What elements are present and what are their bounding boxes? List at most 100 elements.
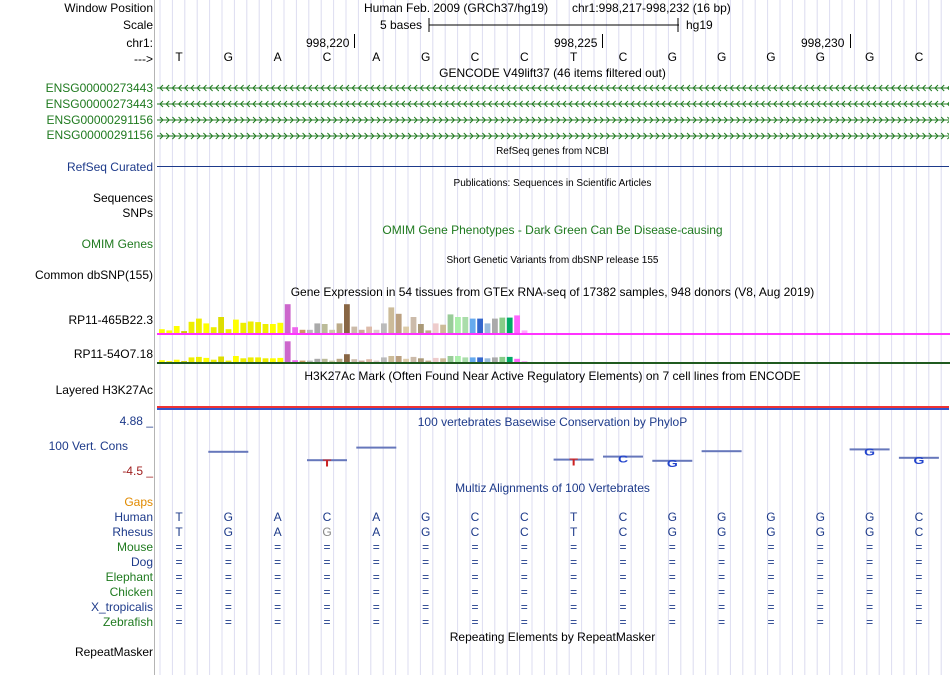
publications-title[interactable]: Publications: Sequences in Scientific Ar… (453, 178, 652, 189)
h3k27ac-label[interactable]: Layered H3K27Ac (55, 383, 153, 397)
phylop-score[interactable] (307, 459, 347, 462)
gtex-bar[interactable] (210, 327, 217, 333)
phylop-title[interactable]: 100 vertebrates Basewise Conservation by… (417, 415, 688, 429)
gtex-bar[interactable] (233, 356, 239, 362)
gtex-bar[interactable] (499, 356, 506, 362)
gtex-bar[interactable] (329, 360, 335, 362)
gtex-bar[interactable] (425, 330, 432, 333)
gtex-bar[interactable] (225, 329, 232, 333)
gtex-bar[interactable] (492, 357, 498, 362)
gtex-bar[interactable] (284, 304, 291, 333)
gtex-bar[interactable] (521, 330, 528, 333)
gtex-bar[interactable] (344, 304, 350, 333)
gtex-bar[interactable] (336, 358, 343, 362)
gtex-bar[interactable] (447, 356, 454, 362)
gencode-item-label[interactable]: ENSG00000273443 (45, 81, 153, 95)
gtex-bar[interactable] (188, 321, 195, 333)
gtex-bar[interactable] (299, 329, 306, 333)
gtex-bar[interactable] (159, 360, 165, 362)
gtex-bar[interactable] (484, 323, 491, 333)
gtex-bar[interactable] (469, 357, 476, 362)
omim-label[interactable]: OMIM Genes (81, 237, 153, 251)
species-label[interactable]: Zebrafish (102, 615, 153, 629)
gtex-bar[interactable] (233, 319, 239, 333)
gtex-bar[interactable] (255, 322, 261, 333)
gtex-bar[interactable] (292, 360, 298, 362)
multiz-title[interactable]: Multiz Alignments of 100 Vertebrates (455, 481, 650, 495)
gtex-bar[interactable] (410, 356, 417, 362)
gtex-bar[interactable] (351, 326, 358, 333)
gtex-bar[interactable] (432, 323, 439, 333)
gtex-bar[interactable] (159, 329, 165, 333)
gencode-gene[interactable] (157, 132, 949, 140)
gencode-title[interactable]: GENCODE V49lift37 (46 items filtered out… (439, 66, 666, 80)
phylop-score[interactable] (849, 448, 890, 451)
refseq-label[interactable]: RefSeq Curated (66, 160, 153, 174)
gtex-bar[interactable] (247, 357, 254, 362)
phylop-score[interactable] (701, 450, 742, 453)
gtex-track[interactable] (155, 298, 950, 370)
phylop-score[interactable] (603, 455, 643, 458)
species-label[interactable]: X_tropicalis (90, 600, 153, 614)
gtex-bar[interactable] (173, 359, 180, 362)
sequences-label[interactable]: Sequences (92, 191, 153, 205)
refseq-title[interactable]: RefSeq genes from NCBI (496, 146, 609, 157)
gtex-bar[interactable] (262, 358, 269, 362)
gtex-bar[interactable] (388, 356, 395, 362)
gencode-item-label[interactable]: ENSG00000291156 (46, 128, 153, 142)
gtex-bar[interactable] (395, 313, 402, 333)
gtex-bar[interactable] (240, 322, 247, 333)
gtex-bar[interactable] (196, 318, 202, 333)
gtex-bar[interactable] (381, 357, 387, 362)
species-label[interactable]: Elephant (105, 570, 153, 584)
gtex-bar[interactable] (366, 326, 372, 333)
gtex-bar[interactable] (203, 357, 210, 362)
gencode-gene[interactable] (157, 116, 949, 124)
gtex-bar[interactable] (418, 358, 424, 362)
gtex-bar[interactable] (462, 357, 469, 362)
gtex-bar[interactable] (469, 318, 476, 333)
gtex-bar[interactable] (373, 360, 380, 362)
gtex-bar[interactable] (247, 321, 254, 334)
gtex-bar[interactable] (166, 361, 173, 362)
gtex-bar[interactable] (418, 324, 424, 333)
dbsnp-label[interactable]: Common dbSNP(155) (34, 268, 153, 282)
gtex-bar[interactable] (270, 324, 276, 333)
gtex-bar[interactable] (506, 317, 513, 333)
gtex-bar[interactable] (440, 358, 446, 362)
gtex-bar[interactable] (307, 329, 313, 333)
gtex-bar[interactable] (506, 356, 513, 362)
species-label[interactable]: Human (114, 510, 153, 524)
gtex-bar[interactable] (477, 357, 483, 362)
gtex-bar[interactable] (314, 323, 321, 333)
gtex-bar[interactable] (514, 358, 520, 362)
gtex-title[interactable]: Gene Expression in 54 tissues from GTEx … (290, 285, 815, 299)
gtex-bar[interactable] (255, 357, 261, 362)
gtex-bar[interactable] (210, 359, 217, 362)
gtex-bar[interactable] (166, 330, 173, 333)
omim-title[interactable]: OMIM Gene Phenotypes - Dark Green Can Be… (382, 223, 723, 237)
gencode-track[interactable] (157, 80, 949, 142)
gtex-gene-label[interactable]: RP11-465B22.3 (68, 313, 153, 327)
gtex-bar[interactable] (225, 360, 232, 362)
gtex-bar[interactable] (314, 358, 321, 362)
gtex-bar[interactable] (403, 326, 409, 333)
phylop-score[interactable] (356, 446, 397, 449)
gtex-bar[interactable] (403, 358, 409, 362)
repeatmasker-title[interactable]: Repeating Elements by RepeatMasker (449, 630, 656, 644)
gtex-bar[interactable] (284, 341, 291, 362)
phylop-score[interactable] (898, 456, 939, 459)
refseq-line[interactable] (157, 166, 949, 167)
gtex-gene-label[interactable]: RP11-54O7.18 (73, 347, 153, 361)
gtex-bar[interactable] (196, 356, 202, 362)
species-label[interactable]: Mouse (116, 540, 153, 554)
snps-label[interactable]: SNPs (122, 206, 153, 220)
gencode-item-label[interactable]: ENSG00000291156 (46, 113, 153, 127)
gtex-bar[interactable] (307, 360, 313, 362)
gtex-bar[interactable] (181, 331, 187, 333)
gtex-bar[interactable] (277, 357, 284, 362)
gtex-bar[interactable] (410, 317, 417, 333)
species-label[interactable]: Dog (130, 555, 153, 569)
gtex-bar[interactable] (440, 324, 446, 333)
gtex-bar[interactable] (262, 324, 269, 333)
